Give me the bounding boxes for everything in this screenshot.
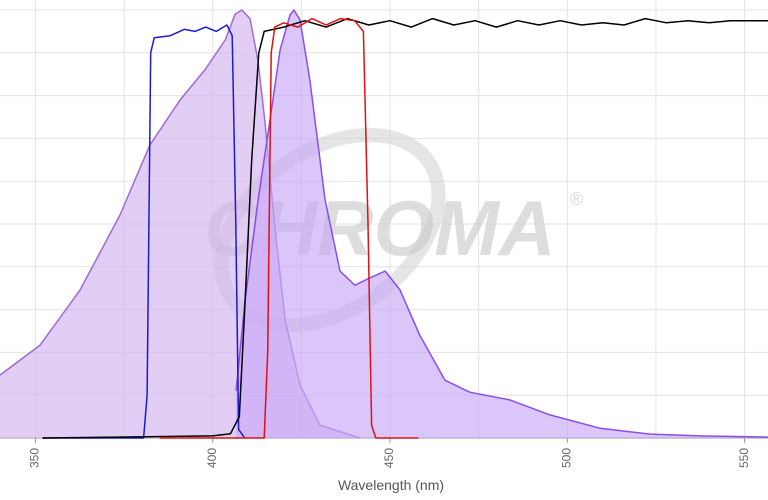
x-tick-label: 550 <box>737 448 751 468</box>
area <box>236 10 768 438</box>
x-axis-title: Wavelength (nm) <box>338 477 444 493</box>
line <box>159 17 419 439</box>
x-tick-label: 400 <box>205 448 219 468</box>
plot <box>0 9 768 439</box>
line <box>42 24 246 439</box>
watermark-mark: ® <box>570 189 583 209</box>
line <box>235 9 768 438</box>
line <box>42 17 768 439</box>
x-tick-label: 450 <box>382 448 396 468</box>
x-tick-label: 350 <box>28 448 42 468</box>
x-tick-label: 500 <box>559 448 573 468</box>
